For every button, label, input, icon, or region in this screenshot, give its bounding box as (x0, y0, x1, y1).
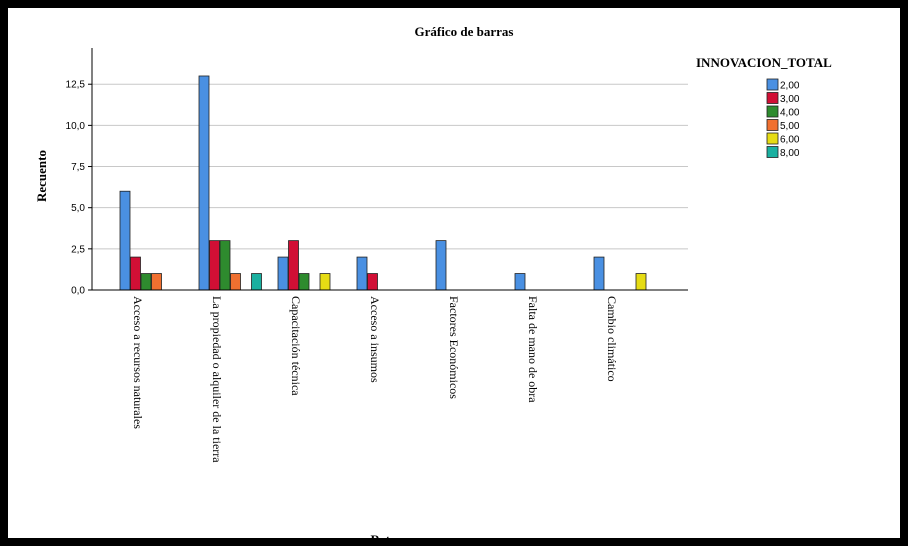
y-tick-label: 0,0 (71, 286, 85, 297)
chart-title: Gráfico de barras (415, 24, 514, 39)
gridlines (92, 83, 688, 250)
x-category-label: Cambio climático (605, 296, 619, 382)
legend-swatch-8-00 (766, 146, 779, 158)
bar-acceso-a-recursos-naturales-3-00 (130, 256, 141, 291)
bar-la-propiedad-o-alquiler-de-la-tierra-5-00 (230, 273, 241, 291)
legend-label-3-00: 3,00 (780, 94, 800, 105)
bar-acceso-a-recursos-naturales-4-00 (140, 273, 152, 291)
bar-acceso-a-insumos-2-00 (356, 256, 368, 291)
y-tick-label: 7,5 (71, 162, 85, 173)
bar-la-propiedad-o-alquiler-de-la-tierra-2-00 (198, 75, 210, 291)
y-tick-label: 10,0 (66, 121, 86, 132)
y-axis-label: Recuento (34, 150, 49, 202)
legend-label-8-00: 8,00 (780, 148, 800, 159)
axes (88, 48, 688, 291)
legend-swatch-6-00 (766, 132, 779, 145)
x-category-label: Factores Económicos (447, 296, 461, 399)
legend-swatch-2-00 (766, 78, 779, 91)
legend: 2,00 3,00 4,00 5,00 6,00 8,00 (766, 78, 800, 159)
bar-capacitacion-tecnica-3-00 (288, 240, 299, 291)
x-category-label: La propiedad o alquiler de la tierra (210, 296, 224, 463)
x-category-label: Acceso a recursos naturales (131, 296, 145, 429)
bar-la-propiedad-o-alquiler-de-la-tierra-4-00 (219, 240, 231, 291)
x-axis-label: Retos (370, 532, 401, 546)
bar-cambio-climatico-6-00 (635, 273, 647, 291)
legend-swatch-3-00 (766, 92, 779, 104)
x-category-label: Acceso a insumos (368, 296, 382, 383)
bar-capacitacion-tecnica-2-00 (277, 256, 289, 291)
x-category-label: Falta de mano de obra (526, 296, 540, 403)
legend-label-4-00: 4,00 (780, 108, 800, 119)
bar-falta-de-mano-de-obra-2-00 (514, 273, 526, 291)
x-category-labels: Acceso a recursos naturales La propiedad … (131, 296, 619, 463)
bar-acceso-a-recursos-naturales-5-00 (151, 273, 162, 291)
bar-acceso-a-insumos-3-00 (367, 273, 378, 291)
legend-swatch-4-00 (766, 105, 779, 118)
legend-label-2-00: 2,00 (780, 81, 800, 92)
y-tick-label: 12,5 (66, 80, 86, 91)
x-category-label: Capacitación técnica (289, 296, 303, 396)
bar-acceso-a-recursos-naturales-2-00 (119, 190, 131, 291)
bar-cambio-climatico-2-00 (593, 256, 605, 291)
bar-la-propiedad-o-alquiler-de-la-tierra-8-00 (251, 273, 262, 291)
y-tick-labels: 0,0 2,5 5,0 7,5 10,0 12,5 (66, 80, 86, 297)
legend-swatch-5-00 (766, 119, 779, 131)
legend-label-6-00: 6,00 (780, 135, 800, 146)
bar-factores-economicos-2-00 (435, 240, 447, 291)
y-tick-label: 5,0 (71, 203, 85, 214)
bars (119, 75, 647, 291)
legend-title: INNOVACION_TOTAL (696, 55, 832, 70)
bar-capacitacion-tecnica-6-00 (319, 273, 331, 291)
y-tick-label: 2,5 (71, 244, 85, 255)
bar-la-propiedad-o-alquiler-de-la-tierra-3-00 (209, 240, 220, 291)
bar-capacitacion-tecnica-4-00 (298, 273, 310, 291)
legend-label-5-00: 5,00 (780, 121, 800, 132)
